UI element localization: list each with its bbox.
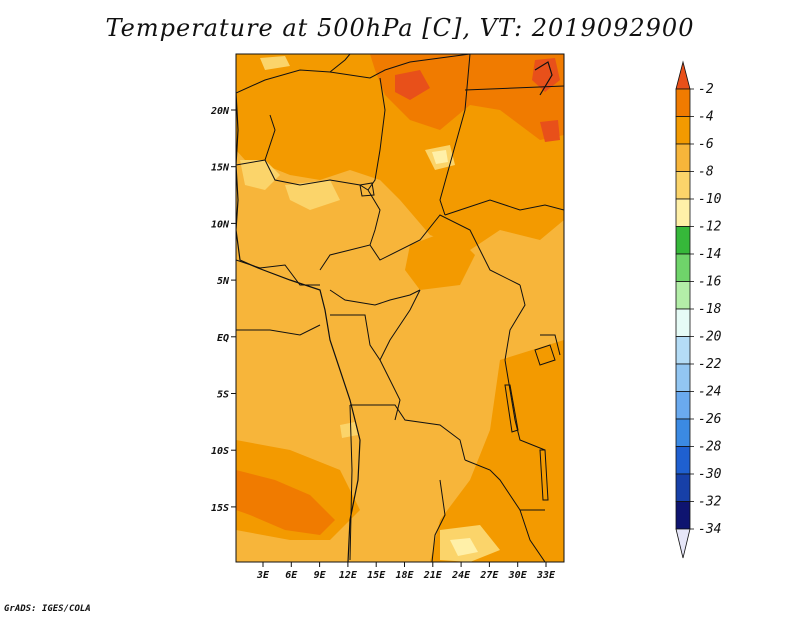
colorbar-label: -18 — [698, 302, 722, 317]
lat-tick-label: 20N — [210, 106, 230, 117]
colorbar-swatch — [675, 308, 691, 337]
lake-tanganyika — [504, 384, 519, 433]
field-hottest-3 — [540, 120, 560, 142]
lon-tick-label: 33E — [536, 570, 556, 581]
field-coolest-2 — [450, 538, 478, 556]
colorbar-label: -28 — [698, 440, 722, 455]
colorbar-swatch — [675, 116, 691, 145]
colorbar-label: -32 — [698, 495, 722, 510]
lat-tick-label: 15N — [211, 163, 230, 174]
lon-tick-label: 9E — [314, 570, 327, 581]
lon-tick-label: 12E — [339, 570, 358, 581]
lat-tick-label: 10S — [211, 446, 229, 457]
lat-tick-label: 5S — [217, 390, 229, 401]
colorbar-label: -34 — [698, 522, 721, 537]
footer-credit: GrADS: IGES/COLA — [4, 604, 91, 614]
lat-tick-label: 10N — [211, 219, 230, 230]
lon-tick-label: 24E — [451, 570, 471, 581]
field-hottest-2 — [532, 58, 560, 92]
colorbar-label: -6 — [698, 137, 714, 152]
lon-tick-label: 3E — [256, 570, 270, 581]
lake-malawi — [539, 449, 549, 501]
field-hot-southwest — [236, 470, 335, 535]
field-cool-1 — [240, 160, 280, 190]
field-cool-6 — [340, 422, 358, 438]
colorbar-label: -12 — [698, 220, 722, 235]
colorbar-label: -24 — [698, 385, 721, 400]
colorbar-label: -16 — [698, 275, 722, 290]
colorbar-label: -22 — [698, 357, 722, 372]
colorbar-swatch — [675, 391, 691, 420]
colorbar-swatch — [675, 446, 691, 475]
colorbar-label: -10 — [698, 192, 722, 207]
lon-tick-label: 15E — [367, 570, 386, 581]
colorbar-swatch — [675, 418, 691, 447]
lon-axis: 3E 6E 9E 12E 15E 18E 21E 24E 27E 30E 33E — [256, 562, 556, 581]
map-frame — [235, 53, 565, 563]
lat-tick-label: 15S — [211, 503, 229, 514]
field-coolest-1 — [432, 150, 448, 164]
field-hottest-1 — [395, 70, 430, 100]
lon-tick-label: 21E — [423, 570, 443, 581]
colorbar-swatch — [675, 363, 691, 392]
colorbar-label: -4 — [698, 110, 714, 125]
lon-tick-label: 27E — [479, 570, 499, 581]
colorbar-swatch — [675, 253, 691, 282]
colorbar-arrow-bottom — [675, 528, 691, 559]
lake-victoria — [534, 344, 556, 366]
colorbar-label: -26 — [698, 412, 722, 427]
colorbar-swatch — [675, 88, 691, 117]
lake-chad — [359, 182, 375, 197]
lat-tick-label: 5N — [217, 276, 230, 287]
colorbar: -2 -4 -6 -8 -10 -12 -14 -16 -18 -20 -22 -24 -26 -28 -3… — [675, 60, 722, 559]
colorbar-swatch — [675, 198, 691, 227]
colorbar-arrow-top — [675, 60, 691, 90]
lat-tick-label: EQ — [217, 333, 229, 344]
colorbar-label: -8 — [698, 165, 714, 180]
colorbar-swatch — [675, 281, 691, 310]
colorbar-swatch — [675, 226, 691, 255]
coastline — [236, 92, 361, 562]
lon-tick-label: 6E — [285, 570, 298, 581]
field-warm-east — [430, 340, 564, 562]
colorbar-label: -20 — [698, 330, 722, 345]
country-borders — [236, 54, 564, 562]
colorbar-swatch — [675, 171, 691, 200]
colorbar-swatch — [675, 143, 691, 172]
lat-axis: 20N 15N 10N 5N EQ 5S 10S 15S — [210, 106, 236, 514]
map-title: Temperature at 500hPa [C], VT: 201909290… — [105, 14, 695, 42]
field-cool-4 — [260, 56, 290, 70]
colorbar-label: -14 — [698, 247, 721, 262]
colorbar-label: -30 — [698, 467, 722, 482]
temperature-field — [236, 54, 564, 562]
colorbar-swatch — [675, 473, 691, 502]
colorbar-swatch — [675, 501, 691, 530]
field-cool-2 — [285, 180, 340, 210]
red-sea-coast — [534, 61, 553, 96]
lon-tick-label: 18E — [395, 570, 414, 581]
colorbar-label: -2 — [698, 82, 714, 97]
colorbar-swatch — [675, 336, 691, 365]
field-warm-central — [405, 230, 475, 290]
lon-tick-label: 30E — [508, 570, 528, 581]
